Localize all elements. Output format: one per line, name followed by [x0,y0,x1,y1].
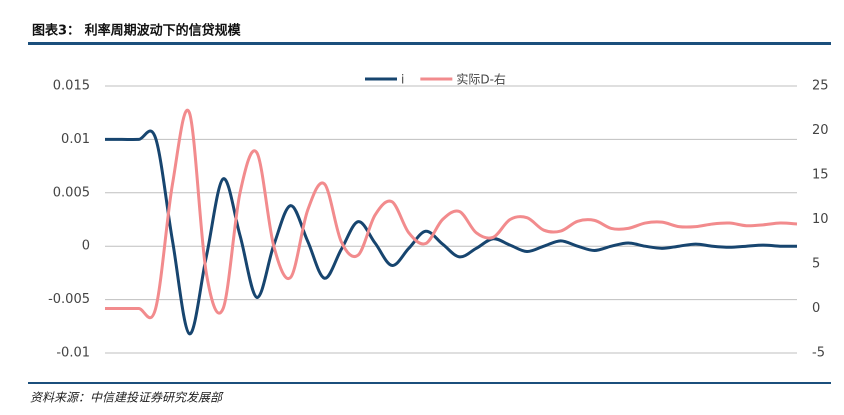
y-tick-label: -0.01 [56,346,90,361]
source-rule [28,382,831,384]
y-tick-label: 0 [82,239,90,254]
y2-tick-label: 20 [812,123,829,138]
source-note: 资料来源：中信建投证券研究发展部 [30,391,224,405]
line-series [105,108,798,320]
y-tick-label: 0.015 [53,79,90,94]
line-series [105,129,798,336]
y2-tick-label: 15 [812,168,829,183]
y-tick-label: 0.01 [61,132,90,147]
chart-title: 图表3： 利率周期波动下的信贷规模 [32,23,242,39]
legend-label: 实际D-右 [456,72,506,87]
y2-tick-label: 25 [812,79,829,94]
y2-tick-label: 10 [812,212,829,227]
y2-tick-label: 0 [812,301,820,316]
y-tick-label: -0.005 [48,292,90,307]
y-tick-label: 0.005 [53,185,90,200]
y2-tick-label: 5 [812,257,820,272]
y2-tick-label: -5 [812,346,825,361]
legend-label: i [401,73,404,87]
title-rule [28,42,831,45]
